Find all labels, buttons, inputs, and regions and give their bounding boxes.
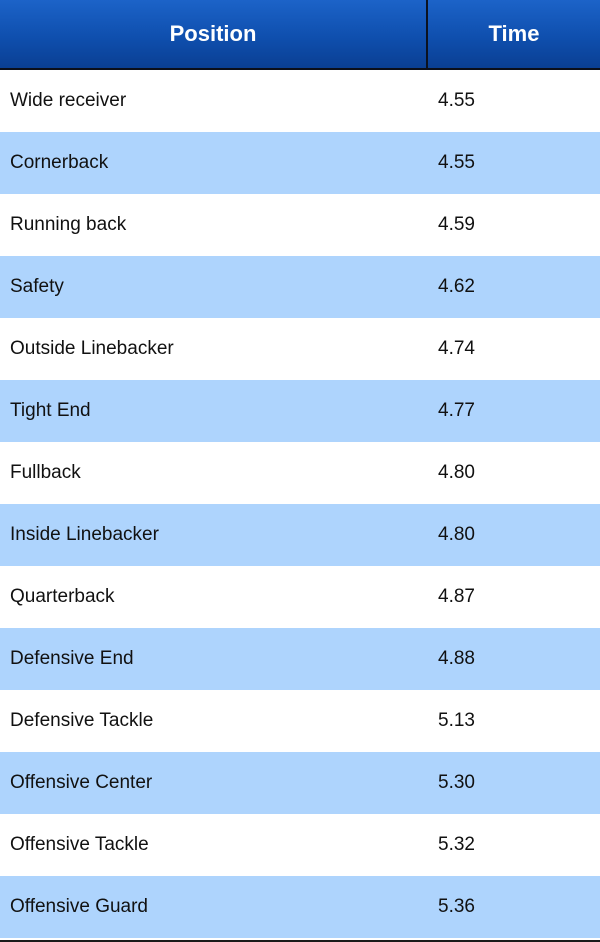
time-cell: 4.59: [438, 214, 475, 235]
table-row: Running back 4.59: [0, 194, 600, 256]
position-cell: Defensive Tackle: [10, 710, 154, 731]
time-cell: 4.80: [438, 462, 475, 483]
table-row: Offensive Center 5.30: [0, 752, 600, 814]
time-cell: 4.80: [438, 524, 475, 545]
position-cell: Defensive End: [10, 648, 134, 669]
table-row: Safety 4.62: [0, 256, 600, 318]
position-cell: Wide receiver: [10, 90, 127, 111]
table-row: Quarterback 4.87: [0, 566, 600, 628]
table-row: Defensive Tackle 5.13: [0, 690, 600, 752]
table-row: Fullback 4.80: [0, 442, 600, 504]
position-cell: Offensive Guard: [10, 896, 149, 917]
table-row: Wide receiver 4.55: [0, 70, 600, 132]
column-header-time: Time: [488, 21, 540, 46]
position-cell: Inside Linebacker: [10, 524, 159, 545]
position-cell: Fullback: [10, 462, 81, 483]
table-row: Offensive Tackle 5.32: [0, 814, 600, 876]
time-cell: 4.77: [438, 400, 475, 421]
table-row: Offensive Guard 5.36: [0, 876, 600, 938]
time-cell: 5.32: [438, 834, 475, 855]
position-cell: Offensive Center: [10, 772, 153, 793]
table-row: Cornerback 4.55: [0, 132, 600, 194]
time-cell: 4.55: [438, 152, 475, 173]
table-row: Inside Linebacker 4.80: [0, 504, 600, 566]
time-cell: 5.13: [438, 710, 475, 731]
time-cell: 4.62: [438, 276, 475, 297]
time-cell: 4.55: [438, 90, 475, 111]
position-cell: Outside Linebacker: [10, 338, 174, 359]
table-row: Tight End 4.77: [0, 380, 600, 442]
table-body: Wide receiver 4.55 Cornerback 4.55 Running b…: [0, 70, 600, 938]
position-cell: Running back: [10, 214, 127, 235]
table-row: Outside Linebacker 4.74: [0, 318, 600, 380]
time-cell: 4.87: [438, 586, 475, 607]
time-cell: 4.74: [438, 338, 475, 359]
table-header: Position Time: [0, 0, 600, 70]
time-cell: 4.88: [438, 648, 475, 669]
time-cell: 5.30: [438, 772, 475, 793]
position-cell: Offensive Tackle: [10, 834, 149, 855]
position-cell: Cornerback: [10, 152, 109, 173]
position-cell: Safety: [10, 276, 64, 297]
table-row: Defensive End 4.88: [0, 628, 600, 690]
position-cell: Tight End: [10, 400, 91, 421]
time-cell: 5.36: [438, 896, 475, 917]
position-cell: Quarterback: [10, 586, 115, 607]
column-header-position: Position: [0, 0, 428, 68]
